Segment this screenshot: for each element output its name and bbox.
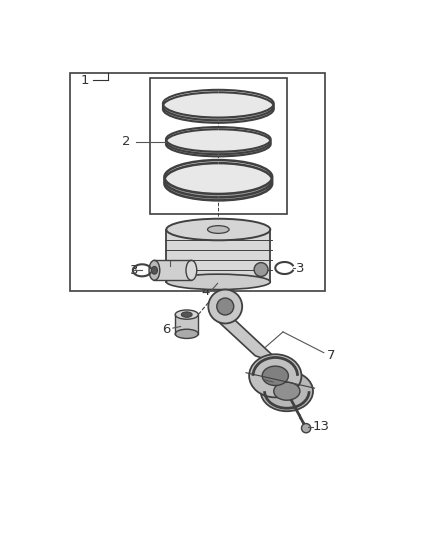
- Text: 1: 1: [81, 74, 89, 87]
- Text: 7: 7: [326, 349, 335, 361]
- Text: 13: 13: [313, 420, 330, 433]
- Bar: [155, 260, 191, 280]
- Ellipse shape: [164, 160, 272, 194]
- Ellipse shape: [169, 263, 183, 277]
- Ellipse shape: [149, 260, 160, 280]
- Text: 6: 6: [162, 323, 170, 336]
- Ellipse shape: [208, 289, 242, 324]
- Ellipse shape: [186, 260, 197, 280]
- Ellipse shape: [175, 310, 198, 319]
- Ellipse shape: [301, 424, 311, 433]
- Ellipse shape: [151, 266, 158, 274]
- Polygon shape: [166, 230, 270, 282]
- Text: 3: 3: [297, 262, 305, 274]
- Ellipse shape: [262, 366, 288, 385]
- Ellipse shape: [208, 225, 229, 233]
- Bar: [150, 78, 287, 214]
- Ellipse shape: [217, 298, 234, 315]
- Ellipse shape: [163, 95, 274, 123]
- Polygon shape: [163, 104, 274, 109]
- Polygon shape: [166, 140, 271, 144]
- Bar: [70, 73, 325, 291]
- Ellipse shape: [163, 90, 274, 118]
- Polygon shape: [164, 177, 272, 183]
- Ellipse shape: [261, 371, 313, 411]
- Polygon shape: [214, 317, 283, 365]
- Text: 4: 4: [202, 285, 210, 298]
- Text: 8: 8: [254, 372, 262, 385]
- Ellipse shape: [254, 263, 268, 277]
- Ellipse shape: [166, 132, 271, 156]
- Ellipse shape: [166, 219, 270, 240]
- Ellipse shape: [164, 166, 272, 200]
- Ellipse shape: [249, 354, 301, 398]
- Ellipse shape: [166, 274, 270, 289]
- Text: 2: 2: [123, 135, 131, 148]
- Ellipse shape: [175, 329, 198, 338]
- Text: 3: 3: [130, 264, 139, 277]
- Text: 5: 5: [166, 250, 174, 263]
- Ellipse shape: [181, 312, 192, 317]
- Ellipse shape: [166, 127, 271, 152]
- Bar: [175, 314, 198, 334]
- Ellipse shape: [274, 382, 300, 400]
